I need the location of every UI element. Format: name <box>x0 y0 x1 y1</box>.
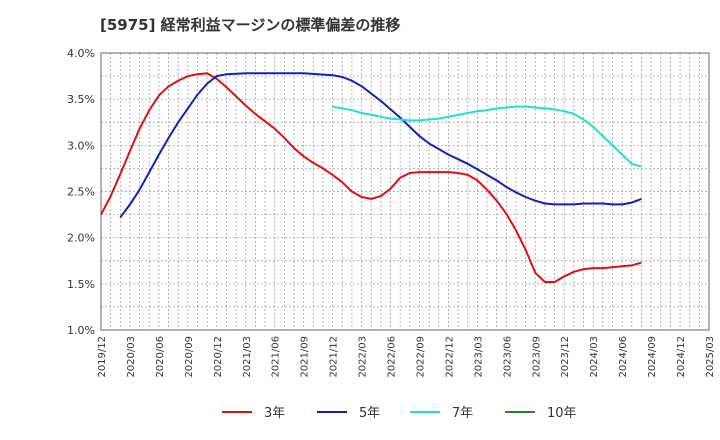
x-tick-label: 2020/09 <box>184 336 195 378</box>
gridlines <box>100 52 710 331</box>
x-tick-label: 2020/12 <box>213 336 224 378</box>
x-tick-label: 2021/09 <box>300 336 311 378</box>
series-line-5年 <box>119 72 642 218</box>
x-tick-label: 2021/03 <box>242 336 253 378</box>
legend-label: 10年 <box>547 406 577 421</box>
y-tick-label: 2.0% <box>67 232 95 245</box>
x-tick-label: 2021/12 <box>329 336 340 378</box>
y-tick-label: 3.0% <box>67 139 95 152</box>
x-tick-label: 2021/06 <box>271 336 282 378</box>
x-tick-label: 2022/12 <box>444 336 455 378</box>
y-tick-label: 3.5% <box>67 93 95 106</box>
x-tick-label: 2022/09 <box>415 336 426 378</box>
x-tick-label: 2023/12 <box>560 336 571 378</box>
x-tick-label: 2022/03 <box>358 336 369 378</box>
x-tick-label: 2022/06 <box>387 336 398 378</box>
y-tick-label: 1.0% <box>67 324 95 337</box>
chart-title: [5975] 経常利益マージンの標準偏差の推移 <box>100 16 401 34</box>
legend-label: 5年 <box>359 406 380 421</box>
x-tick-label: 2025/03 <box>705 336 716 378</box>
x-tick-label: 2024/06 <box>618 336 629 378</box>
y-axis-ticks: 1.0% 1.5% 2.0% 2.5% 3.0% 3.5% 4.0% <box>67 47 95 337</box>
series-lines <box>100 72 642 283</box>
y-tick-label: 1.5% <box>67 278 95 291</box>
x-tick-label: 2024/03 <box>589 336 600 378</box>
x-tick-label: 2020/06 <box>155 336 166 378</box>
series-line-7年 <box>332 105 642 168</box>
plot-area <box>100 52 710 331</box>
legend-label: 7年 <box>452 406 473 421</box>
x-tick-label: 2024/09 <box>647 336 658 378</box>
series-line-3年 <box>100 72 642 283</box>
x-axis-ticks: 2019/12 2020/03 2020/06 2020/09 2020/12 2021/… <box>97 336 716 378</box>
x-tick-label: 2023/06 <box>502 336 513 378</box>
x-tick-label: 2019/12 <box>97 336 108 378</box>
legend: 3年 5年 7年 10年 <box>222 406 577 421</box>
legend-label: 3年 <box>264 406 285 421</box>
x-tick-label: 2024/12 <box>676 336 687 378</box>
x-tick-label: 2023/03 <box>473 336 484 378</box>
x-tick-label: 2020/03 <box>126 336 137 378</box>
x-tick-label: 2023/09 <box>531 336 542 378</box>
y-tick-label: 4.0% <box>67 47 95 60</box>
y-tick-label: 2.5% <box>67 186 95 199</box>
